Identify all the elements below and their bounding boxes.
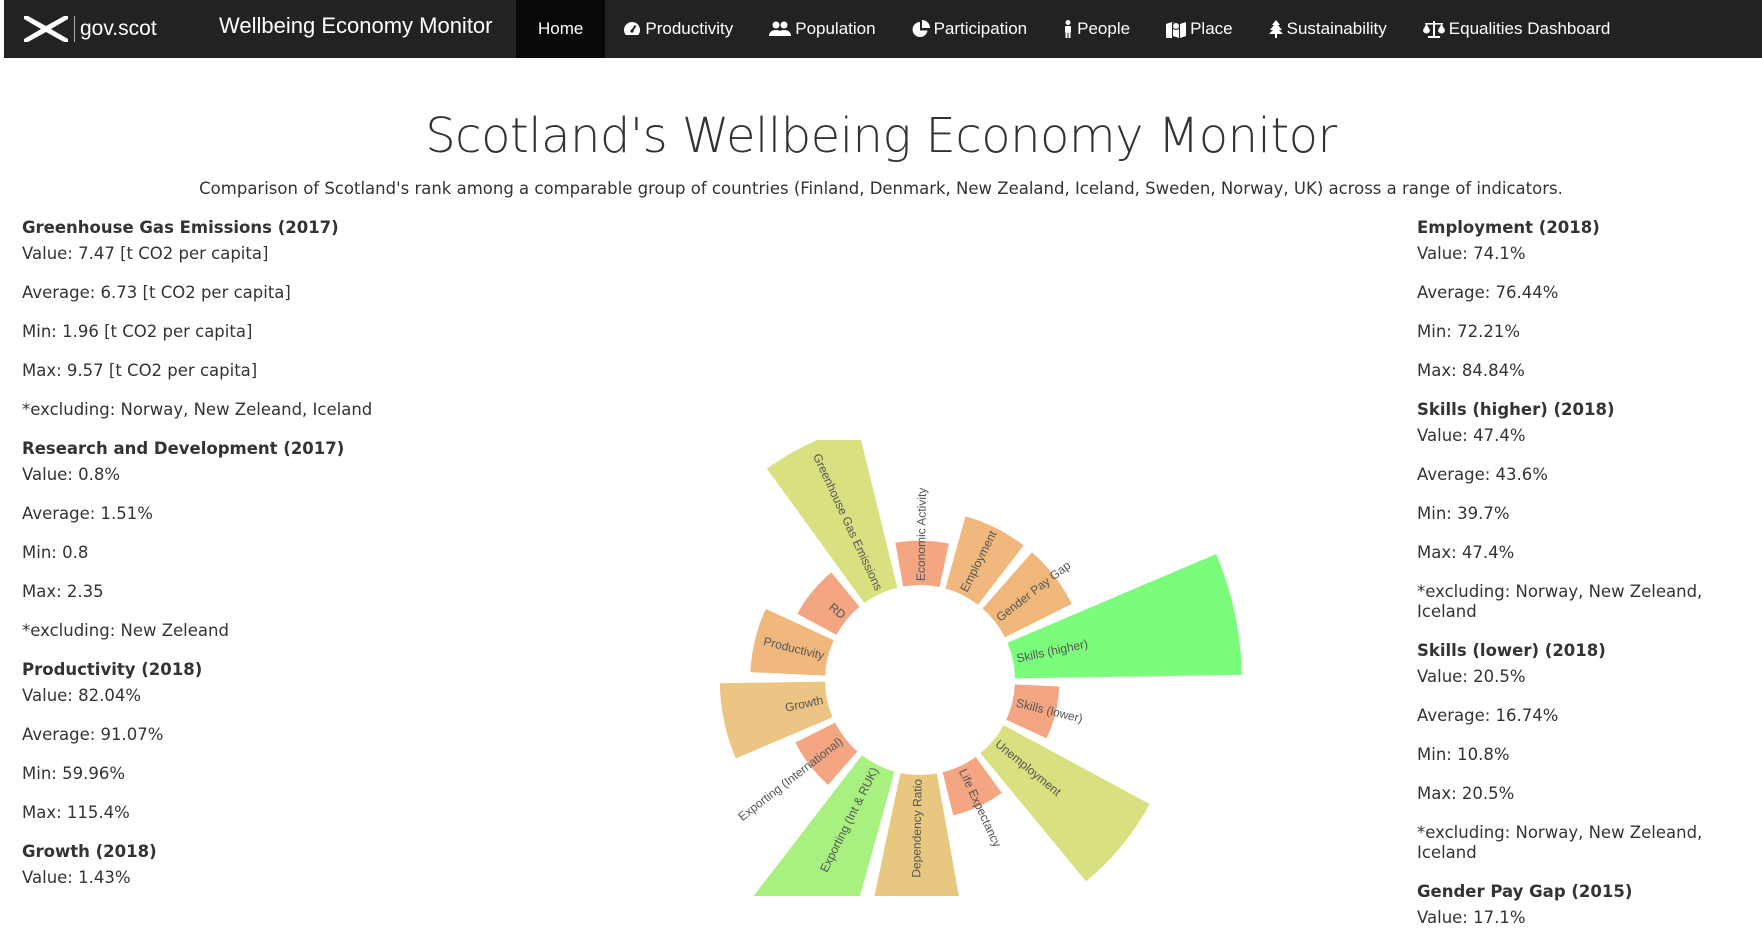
nav-place[interactable]: Place xyxy=(1148,0,1251,58)
chart-bar-exporting-international-[interactable] xyxy=(795,722,858,785)
indicator-max: Max: 9.57 [t CO2 per capita] xyxy=(22,361,258,380)
indicator-average: Average: 1.51% xyxy=(22,504,153,523)
nav-place-label: Place xyxy=(1190,19,1233,38)
app-title[interactable]: Wellbeing Economy Monitor xyxy=(219,13,493,38)
chart-bar-skills-higher-[interactable] xyxy=(1007,553,1242,679)
indicator-value: Value: 0.8% xyxy=(22,465,121,484)
top-navbar: gov.scot Wellbeing Economy Monitor Home … xyxy=(0,0,1762,58)
indicator-title: Productivity (2018) xyxy=(22,660,203,679)
indicator-value: Value: 17.1% xyxy=(1417,908,1526,927)
nav-population-label: Population xyxy=(795,19,876,38)
indicator-gender-pay-gap: Gender Pay Gap (2015) Value: 17.1% xyxy=(1417,882,1762,928)
indicator-value: Value: 74.1% xyxy=(1417,244,1526,263)
indicator-min: Min: 59.96% xyxy=(22,764,125,783)
logo-separator xyxy=(74,16,75,42)
nav-productivity[interactable]: Productivity xyxy=(605,0,751,58)
indicator-min: Min: 0.8 xyxy=(22,543,89,562)
indicator-min: Min: 72.21% xyxy=(1417,322,1520,341)
indicator-min: Min: 1.96 [t CO2 per capita] xyxy=(22,322,253,341)
chart-bar-economic-activity[interactable] xyxy=(895,540,949,588)
chart-bar-growth[interactable] xyxy=(719,681,833,759)
page-title: Scotland's Wellbeing Economy Monitor xyxy=(425,108,1337,164)
indicator-average: Average: 76.44% xyxy=(1417,283,1559,302)
indicator-note: *excluding: New Zeleand xyxy=(22,621,229,640)
main-nav: Home Productivity Population Participati… xyxy=(516,0,1628,58)
indicator-title: Greenhouse Gas Emissions (2017) xyxy=(22,218,339,237)
indicator-value: Value: 82.04% xyxy=(22,686,142,705)
indicator-title: Skills (lower) (2018) xyxy=(1417,641,1606,660)
nav-sustainability[interactable]: Sustainability xyxy=(1251,0,1405,58)
indicator-average: Average: 43.6% xyxy=(1417,465,1548,484)
indicator-greenhouse-gas: Greenhouse Gas Emissions (2017) Value: 7… xyxy=(22,218,442,420)
chart-bar-employment[interactable] xyxy=(945,516,1024,605)
chart-bar-greenhouse-gas-emissions[interactable] xyxy=(766,440,898,604)
indicator-research-development: Research and Development (2017) Value: 0… xyxy=(22,439,442,641)
nav-productivity-label: Productivity xyxy=(645,19,734,38)
gov-scot-logo[interactable]: gov.scot xyxy=(24,13,157,45)
nav-equalities-dashboard[interactable]: Equalities Dashboard xyxy=(1405,0,1629,58)
nav-home[interactable]: Home xyxy=(516,0,606,58)
saltire-flag-icon xyxy=(24,16,68,42)
indicator-value: Value: 1.43% xyxy=(22,868,131,887)
indicator-productivity: Productivity (2018) Value: 82.04% Averag… xyxy=(22,660,442,823)
indicator-average: Average: 6.73 [t CO2 per capita] xyxy=(22,283,291,302)
tree-icon xyxy=(1268,20,1283,38)
left-indicator-panel: Greenhouse Gas Emissions (2017) Value: 7… xyxy=(22,218,442,907)
indicator-skills-higher: Skills (higher) (2018) Value: 47.4% Aver… xyxy=(1417,400,1762,622)
balance-scale-icon xyxy=(1422,20,1445,38)
nav-equalities-label: Equalities Dashboard xyxy=(1448,19,1611,38)
indicator-title: Employment (2018) xyxy=(1417,218,1600,237)
chart-bar-rd[interactable] xyxy=(797,572,860,635)
chart-bar-unemployment[interactable] xyxy=(980,725,1150,882)
chart-label: Dependency Ratio xyxy=(909,779,924,878)
page-subtitle: Comparison of Scotland's rank among a co… xyxy=(199,179,1563,198)
nav-people[interactable]: People xyxy=(1045,0,1148,58)
indicator-note: *excluding: Norway, New Zeleand, Iceland xyxy=(1417,582,1703,621)
indicator-title: Skills (higher) (2018) xyxy=(1417,400,1615,419)
tachometer-icon xyxy=(623,20,641,38)
nav-home-label: Home xyxy=(538,19,584,38)
chart-bar-skills-lower-[interactable] xyxy=(1006,684,1060,739)
right-indicator-panel: Employment (2018) Value: 74.1% Average: … xyxy=(1417,218,1762,947)
indicator-max: Max: 47.4% xyxy=(1417,543,1515,562)
map-icon xyxy=(1166,20,1187,38)
chart-bar-dependency-ratio[interactable] xyxy=(872,772,960,896)
indicator-title: Gender Pay Gap (2015) xyxy=(1417,882,1633,901)
indicator-max: Max: 2.35 xyxy=(22,582,104,601)
chart-label: Economic Activity xyxy=(914,488,929,582)
male-icon xyxy=(1063,20,1073,38)
indicator-average: Average: 91.07% xyxy=(22,725,164,744)
nav-people-label: People xyxy=(1077,19,1131,38)
indicator-min: Min: 10.8% xyxy=(1417,745,1510,764)
indicator-average: Average: 16.74% xyxy=(1417,706,1559,725)
indicator-max: Max: 115.4% xyxy=(22,803,130,822)
nav-participation[interactable]: Participation xyxy=(894,0,1046,58)
chart-bar-gender-pay-gap[interactable] xyxy=(982,552,1072,638)
chart-bar-life-expectancy[interactable] xyxy=(942,756,1002,816)
indicator-max: Max: 20.5% xyxy=(1417,784,1515,803)
chart-bar-exporting-int-ruk-[interactable] xyxy=(742,755,895,896)
indicator-growth: Growth (2018) Value: 1.43% xyxy=(22,842,442,888)
pie-chart-icon xyxy=(912,20,930,38)
indicator-min: Min: 39.7% xyxy=(1417,504,1510,523)
nav-sustainability-label: Sustainability xyxy=(1286,19,1387,38)
nav-participation-label: Participation xyxy=(933,19,1028,38)
indicator-note: *excluding: Norway, New Zeleand, Iceland xyxy=(1417,823,1703,862)
indicator-max: Max: 84.84% xyxy=(1417,361,1525,380)
logo-text: gov.scot xyxy=(80,17,157,40)
indicator-value: Value: 7.47 [t CO2 per capita] xyxy=(22,244,269,263)
indicator-value: Value: 47.4% xyxy=(1417,426,1526,445)
indicator-note: *excluding: Norway, New Zeleand, Iceland xyxy=(22,400,373,419)
chart-bar-productivity[interactable] xyxy=(750,608,834,676)
indicator-skills-lower: Skills (lower) (2018) Value: 20.5% Avera… xyxy=(1417,641,1762,863)
indicator-title: Research and Development (2017) xyxy=(22,439,345,458)
indicator-employment: Employment (2018) Value: 74.1% Average: … xyxy=(1417,218,1762,381)
users-icon xyxy=(769,20,792,38)
indicator-title: Growth (2018) xyxy=(22,842,157,861)
nav-population[interactable]: Population xyxy=(751,0,893,58)
indicator-value: Value: 20.5% xyxy=(1417,667,1526,686)
